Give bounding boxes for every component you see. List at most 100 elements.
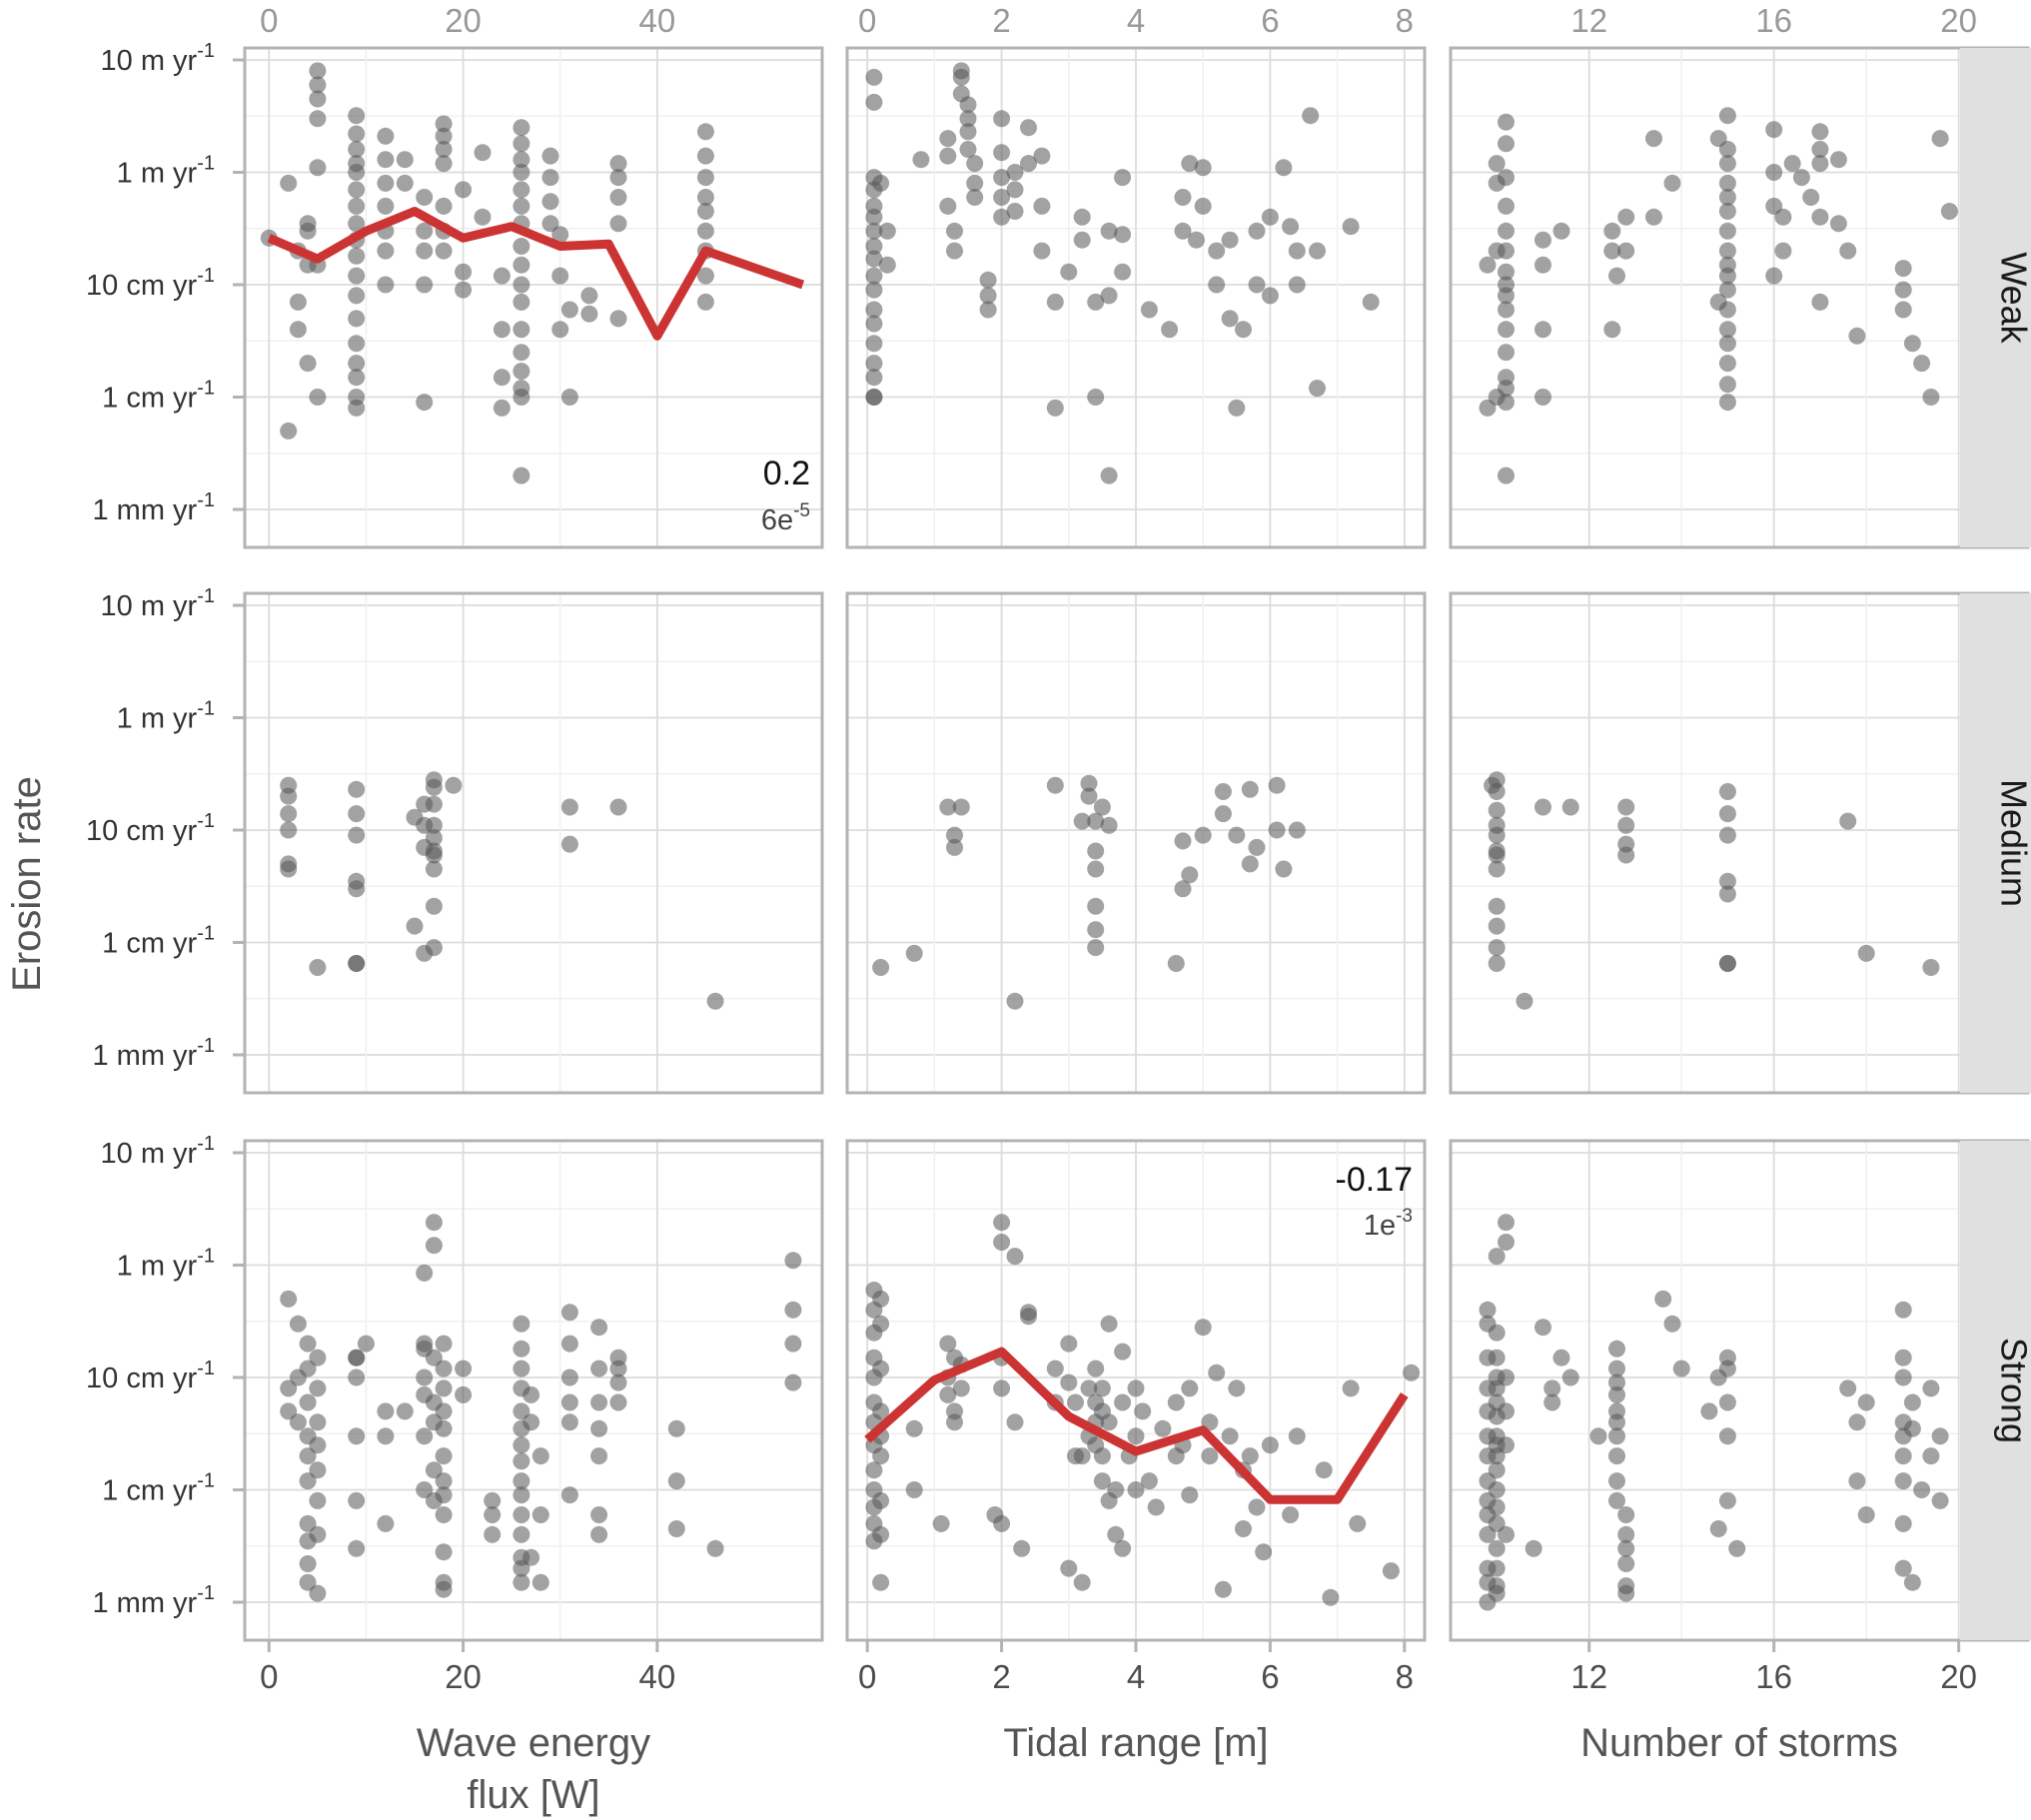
scatter-point — [1060, 263, 1078, 281]
scatter-point — [580, 287, 598, 305]
scatter-point — [560, 1486, 578, 1504]
scatter-point — [348, 310, 366, 328]
scatter-point — [590, 1525, 608, 1543]
scatter-point — [1829, 151, 1847, 169]
scatter-point — [865, 335, 883, 353]
scatter-point — [512, 164, 530, 181]
scatter-point — [1488, 1349, 1506, 1366]
scatter-point — [1107, 1525, 1125, 1543]
scatter-point — [966, 189, 984, 206]
scatter-point — [416, 222, 434, 240]
scatter-point — [512, 321, 530, 339]
scatter-point — [1498, 113, 1515, 131]
scatter-point — [309, 1525, 327, 1543]
scatter-point — [872, 1360, 890, 1377]
scatter-point — [1127, 1427, 1145, 1445]
x-tick-label: 0 — [858, 1658, 876, 1695]
scatter-point — [1488, 771, 1506, 789]
scatter-point — [872, 1447, 890, 1465]
scatter-point — [1073, 231, 1091, 249]
scatter-point — [299, 355, 317, 373]
scatter-point — [1663, 174, 1681, 192]
scatter-point — [1087, 842, 1105, 860]
data-points — [260, 62, 2028, 1611]
scatter-point — [377, 1402, 395, 1420]
panel-border — [243, 591, 824, 1095]
scatter-point — [309, 76, 327, 94]
scatter-point — [348, 1427, 366, 1445]
scatter-point — [1857, 944, 1875, 962]
scatter-point — [1543, 1379, 1561, 1397]
scatter-point — [512, 135, 530, 153]
scatter-point — [1315, 1461, 1333, 1479]
scatter-point — [1792, 169, 1810, 187]
scatter-point — [348, 1491, 366, 1509]
scatter-point — [1221, 1427, 1239, 1445]
scatter-point — [1552, 222, 1570, 240]
correlation-p-label: 6e-5 — [761, 500, 810, 536]
scatter-point — [872, 1491, 890, 1509]
scatter-point — [979, 287, 997, 305]
scatter-point — [357, 1335, 375, 1353]
scatter-point — [512, 256, 530, 274]
scatter-point — [590, 1393, 608, 1411]
scatter-point — [1561, 1368, 1579, 1386]
scatter-point — [1488, 1324, 1506, 1342]
scatter-point — [1174, 189, 1192, 206]
scatter-point — [280, 1402, 298, 1420]
scatter-point — [425, 1237, 443, 1255]
scatter-point — [309, 159, 327, 177]
scatter-point — [280, 787, 298, 805]
scatter-point — [435, 1379, 453, 1397]
scatter-point — [1488, 1559, 1506, 1577]
scatter-point — [512, 181, 530, 199]
panel-border — [845, 591, 1427, 1095]
scatter-point — [1208, 242, 1226, 260]
scatter-point — [1013, 1539, 1031, 1557]
scatter-point — [425, 846, 443, 864]
y-tick-label: 10 cm yr-1 — [86, 265, 215, 302]
scatter-point — [1617, 816, 1635, 834]
scatter-point — [905, 1481, 923, 1498]
scatter-point — [1100, 816, 1118, 834]
scatter-point — [280, 860, 298, 878]
scatter-point — [1617, 1525, 1635, 1543]
scatter-point — [1718, 321, 1736, 339]
scatter-point — [348, 247, 366, 265]
scatter-point — [512, 238, 530, 255]
scatter-point — [609, 1393, 627, 1411]
facet-strip — [1960, 593, 2031, 1093]
scatter-point — [1498, 287, 1515, 305]
scatter-point — [946, 222, 963, 240]
x-tick-label-top: 20 — [1940, 2, 1977, 39]
scatter-point — [1913, 355, 1931, 373]
y-tick-label: 1 mm yr-1 — [92, 489, 215, 526]
scatter-point — [1080, 1379, 1098, 1397]
scatter-point — [939, 130, 957, 148]
scatter-point — [696, 222, 714, 240]
scatter-point — [580, 305, 598, 323]
scatter-point — [1903, 1573, 1921, 1591]
scatter-point — [1362, 293, 1380, 311]
scatter-point — [966, 174, 984, 192]
scatter-point — [1140, 301, 1158, 319]
scatter-point — [1349, 1514, 1367, 1532]
scatter-point — [1208, 276, 1226, 294]
scatter-point — [865, 355, 883, 373]
scatter-point — [1589, 1427, 1607, 1445]
scatter-point — [348, 215, 366, 233]
scatter-point — [1894, 1301, 1912, 1319]
scatter-point — [1774, 242, 1792, 260]
facet-strip — [1960, 1141, 2031, 1640]
scatter-point — [1498, 197, 1515, 215]
scatter-point — [1248, 276, 1266, 294]
scatter-point — [1718, 141, 1736, 158]
scatter-point — [435, 197, 453, 215]
scatter-point — [348, 1539, 366, 1557]
scatter-point — [1167, 955, 1185, 972]
scatter-point — [299, 1472, 317, 1490]
scatter-point — [1114, 226, 1132, 244]
scatter-point — [1498, 1214, 1515, 1232]
scatter-point — [1848, 327, 1866, 345]
scatter-point — [1718, 222, 1736, 240]
